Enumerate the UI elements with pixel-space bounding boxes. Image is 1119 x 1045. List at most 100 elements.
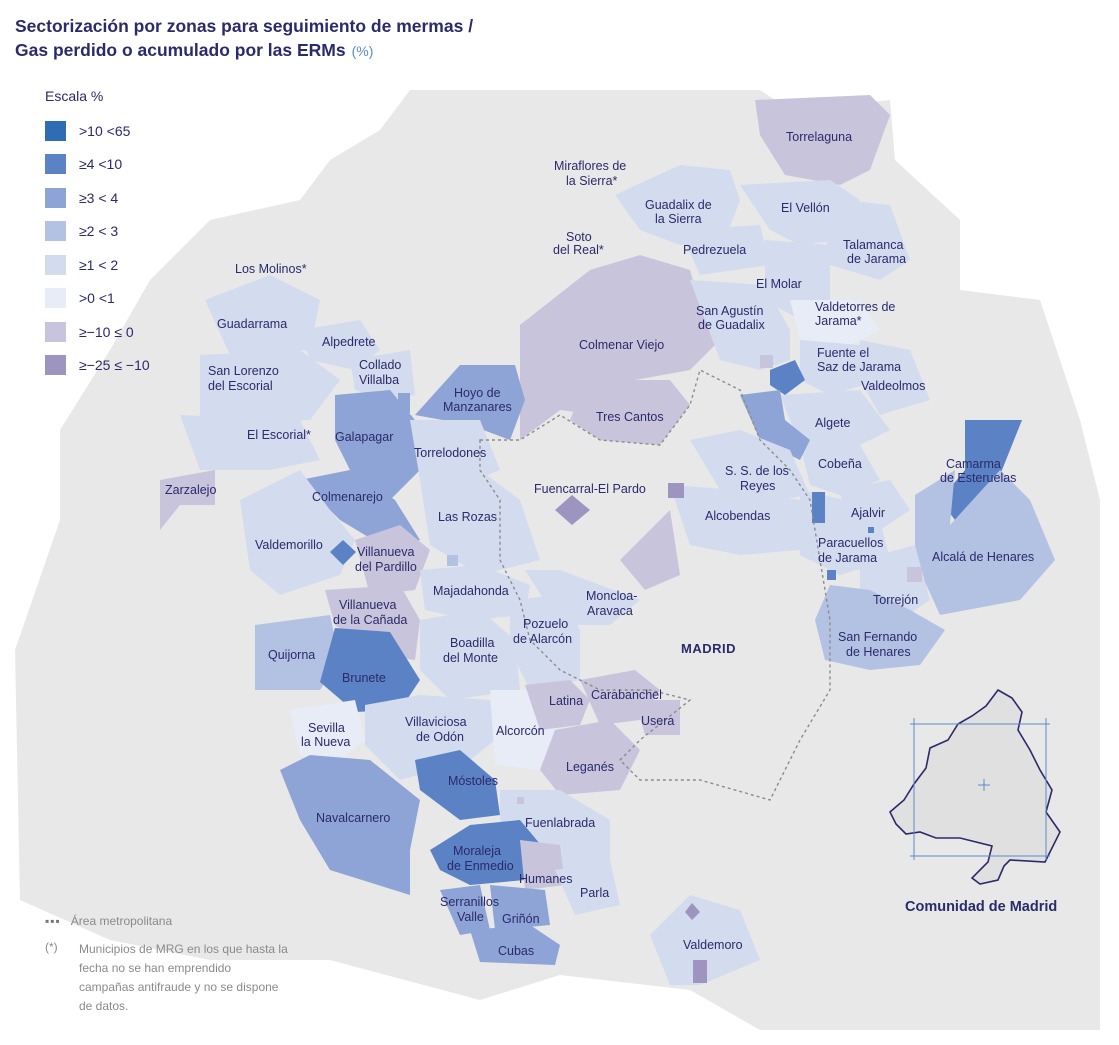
- zone-lasrozas-sq[interactable]: [447, 555, 458, 566]
- zone-pedrezuela[interactable]: [680, 225, 770, 275]
- zone-cobena[interactable]: [800, 445, 880, 495]
- inset-label: Comunidad de Madrid: [905, 899, 1058, 915]
- zone-valdemorillo[interactable]: [240, 470, 355, 595]
- zone-leganes[interactable]: [540, 720, 640, 795]
- label-majadahonda: Majadahonda: [433, 584, 509, 598]
- legend-label: ≥−10 ≤ 0: [79, 323, 134, 340]
- zone-valdemorillo-blue[interactable]: [330, 540, 356, 565]
- zone-lasrozas[interactable]: [420, 470, 540, 575]
- zone-guadalix[interactable]: [615, 165, 740, 245]
- zone-algete[interactable]: [780, 390, 890, 445]
- label-quijorna: Quijorna: [268, 648, 315, 662]
- zone-brunete[interactable]: [320, 628, 420, 712]
- zone-sevilla[interactable]: [290, 700, 365, 760]
- zone-alpedrete[interactable]: [300, 320, 380, 370]
- zone-latina[interactable]: [525, 680, 590, 730]
- zone-valdeolmos[interactable]: [860, 340, 930, 415]
- label-collado-1: Collado: [359, 358, 401, 372]
- zone-sanagustin[interactable]: [690, 280, 790, 370]
- zone-usera[interactable]: [635, 700, 680, 735]
- zone-serranillos[interactable]: [440, 885, 490, 935]
- zone-marker-1[interactable]: [827, 570, 836, 580]
- footnotes: ▪▪▪ Área metropolitana (*) Municipios de…: [45, 914, 289, 1016]
- zone-marker-2[interactable]: [907, 567, 922, 582]
- zone-guadarrama[interactable]: [205, 275, 320, 355]
- label-serranillos-2: Valle: [457, 910, 484, 924]
- legend: Escala % >10 <65 ≥4 <10 ≥3 < 4 ≥2 < 3 ≥1…: [45, 88, 150, 382]
- zone-collado[interactable]: [350, 350, 415, 400]
- title-line-1: Sectorización por zonas para seguimiento…: [15, 16, 474, 36]
- label-torrelaguna: Torrelaguna: [786, 130, 852, 144]
- zone-colmenarviejo[interactable]: [520, 255, 720, 440]
- zone-quijorna[interactable]: [255, 615, 340, 690]
- zone-vpardillo[interactable]: [355, 525, 430, 595]
- zone-valdemoro-sq[interactable]: [685, 903, 700, 920]
- zone-valdemoro-bar[interactable]: [693, 960, 707, 983]
- zone-valdemoro[interactable]: [650, 895, 760, 985]
- zone-fuencarral-sq2[interactable]: [668, 483, 684, 498]
- label-vpardillo-1: Villanueva: [357, 545, 415, 559]
- legend-swatch: [45, 221, 66, 242]
- zone-humanes[interactable]: [520, 840, 565, 890]
- zone-grinon[interactable]: [490, 885, 550, 930]
- zone-boadilla[interactable]: [420, 610, 520, 700]
- legend-label: ≥3 < 4: [79, 189, 119, 206]
- label-moraleja-2: de Enmedio: [447, 859, 514, 873]
- zone-talamanca[interactable]: [825, 200, 910, 280]
- zone-fuencarral-sq[interactable]: [555, 495, 590, 525]
- label-moraleja-1: Moraleja: [453, 844, 501, 858]
- label-zarzalejo: Zarzalejo: [165, 483, 216, 497]
- label-sanlorenzo-1: San Lorenzo: [208, 364, 279, 378]
- label-villaviciosa-1: Villaviciosa: [405, 715, 467, 729]
- zone-marker-6[interactable]: [517, 797, 524, 804]
- legend-swatch: [45, 288, 66, 309]
- label-ssreyes-1: S. S. de los: [725, 464, 789, 478]
- zone-algete-blue[interactable]: [740, 390, 810, 460]
- zone-mostoles[interactable]: [415, 750, 500, 820]
- label-ssreyes-2: Reyes: [740, 479, 775, 493]
- inset-map: [889, 688, 1061, 885]
- label-elescorial: El Escorial*: [247, 428, 311, 442]
- zone-moraleja[interactable]: [430, 820, 545, 885]
- legend-item: ≥1 < 2: [45, 248, 150, 282]
- zone-valdetorres[interactable]: [790, 300, 880, 345]
- zone-paracuellos-bar[interactable]: [812, 492, 825, 523]
- label-paracuellos-2: de Jarama: [818, 551, 877, 565]
- zone-fuentesaz-blue[interactable]: [770, 360, 805, 395]
- zone-sanlorenzo[interactable]: [200, 350, 340, 425]
- legend-item: ≥−25 ≤ −10: [45, 349, 150, 383]
- zone-vcanada[interactable]: [325, 585, 420, 660]
- legend-label: ≥−25 ≤ −10: [79, 357, 150, 374]
- zone-tresc[interactable]: [570, 380, 690, 445]
- zone-pozuelo[interactable]: [510, 595, 580, 690]
- label-soto-1: Soto: [566, 230, 592, 244]
- zone-elescorial[interactable]: [180, 415, 320, 470]
- zone-torrelaguna[interactable]: [755, 95, 890, 185]
- zone-ssreyes[interactable]: [690, 430, 810, 500]
- label-talamanca-2: de Jarama: [847, 252, 906, 266]
- zone-fuencarral-wedge[interactable]: [620, 510, 680, 590]
- label-latina: Latina: [549, 694, 583, 708]
- zone-marker-3[interactable]: [862, 590, 870, 598]
- zone-zarzalejo[interactable]: [160, 470, 215, 530]
- zone-alcobendas[interactable]: [670, 485, 800, 555]
- label-alcobendas: Alcobendas: [705, 509, 770, 523]
- zone-hoyo[interactable]: [415, 365, 525, 440]
- zone-parla[interactable]: [555, 860, 620, 915]
- zone-marker-4[interactable]: [868, 527, 874, 533]
- zone-cubas[interactable]: [470, 925, 560, 965]
- zone-marker-5[interactable]: [760, 355, 773, 368]
- zone-majadahonda[interactable]: [420, 565, 530, 620]
- zone-sanfernando[interactable]: [815, 585, 945, 670]
- legend-swatch: [45, 120, 66, 141]
- legend-item: ≥4 <10: [45, 148, 150, 182]
- zone-alcala[interactable]: [915, 470, 1055, 615]
- label-moncloa-2: Aravaca: [587, 604, 633, 618]
- legend-label: >10 <65: [79, 122, 131, 139]
- label-valdemorillo: Valdemorillo: [255, 538, 323, 552]
- zone-navalcarnero[interactable]: [280, 755, 420, 895]
- zone-galapagar[interactable]: [335, 390, 420, 500]
- label-sevilla-1: Sevilla: [308, 721, 345, 735]
- zone-camarma[interactable]: [940, 420, 1022, 520]
